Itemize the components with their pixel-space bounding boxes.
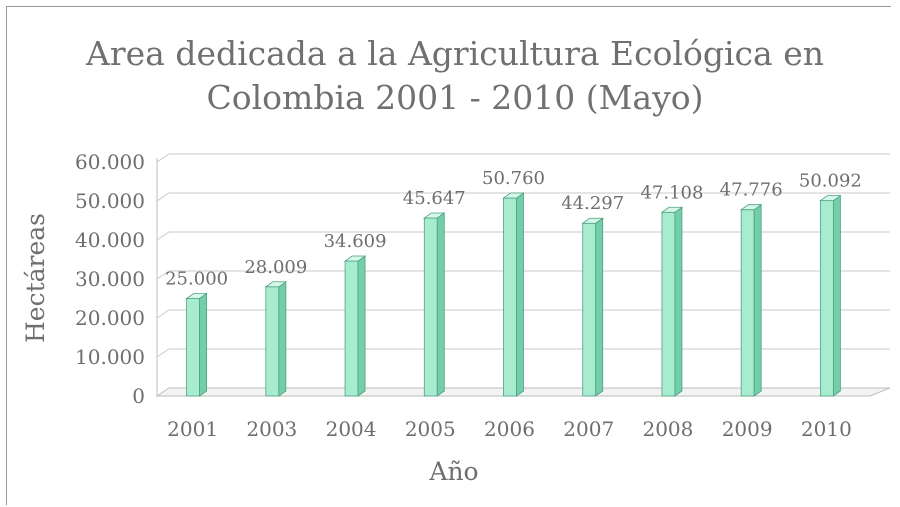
bar-2005	[423, 212, 446, 397]
x-tick-label: 2003	[246, 417, 297, 441]
bar-2007	[581, 217, 604, 397]
x-tick-label: 2009	[722, 417, 773, 441]
bar-2004	[343, 255, 367, 397]
bar-top	[423, 212, 446, 219]
gridline-slant	[156, 270, 170, 280]
x-tick-label: 2007	[563, 417, 614, 441]
x-tick-label: 2010	[801, 417, 852, 441]
bar-side	[595, 217, 604, 397]
bar-top	[660, 206, 684, 213]
bar-side	[674, 206, 683, 397]
bar-2008	[660, 206, 684, 397]
bar-side	[357, 255, 366, 397]
bar-top	[502, 192, 525, 199]
data-label: 47.776	[720, 180, 783, 201]
data-label: 44.297	[561, 193, 624, 214]
bar-front	[423, 217, 438, 397]
x-tick-label: 2008	[642, 417, 693, 441]
bar-top	[739, 204, 763, 211]
x-axis-title: Año	[428, 457, 478, 486]
y-tick-label: 0	[132, 384, 145, 408]
y-tick-label: 10.000	[75, 345, 145, 369]
data-label: 45.647	[403, 188, 466, 209]
bar-front	[344, 260, 359, 397]
x-tick-label: 2004	[326, 417, 377, 441]
chart-title-line-1: Area dedicada a la Agricultura Ecológica…	[86, 34, 824, 73]
bar-front	[661, 211, 676, 397]
x-tick-label: 2001	[167, 417, 218, 441]
bar-front	[503, 197, 517, 397]
bar-front	[819, 200, 834, 397]
gridline-slant	[156, 231, 170, 241]
bar-top	[185, 293, 208, 299]
y-tick-label: 60.000	[75, 150, 145, 174]
bar-side	[516, 192, 524, 397]
y-tick-label: 30.000	[75, 267, 145, 291]
data-label: 50.760	[482, 168, 545, 189]
y-tick-label: 50.000	[75, 189, 145, 213]
bar-front	[582, 222, 597, 397]
gridlines	[156, 153, 890, 358]
data-label: 50.092	[799, 171, 862, 192]
chart-title-line-2: Colombia 2001 - 2010 (Mayo)	[206, 78, 704, 117]
data-label: 28.009	[244, 257, 307, 278]
bar-side	[832, 194, 841, 397]
gridline-slant	[156, 153, 170, 163]
bar-front	[265, 286, 280, 397]
bar-side	[278, 280, 287, 397]
bar-top	[343, 255, 367, 262]
data-labels: 25.000 28.009 34.609 45.647 50.760 44.297 47.1…	[165, 168, 862, 289]
gridline-slant	[156, 348, 170, 358]
gridline-slant	[156, 309, 170, 319]
bars	[185, 192, 842, 397]
bar-2003	[264, 280, 288, 397]
data-label: 34.609	[324, 231, 387, 252]
bar-2009	[739, 203, 763, 397]
bar-top	[264, 281, 288, 288]
y-tick-label: 40.000	[75, 228, 145, 252]
data-label: 25.000	[165, 269, 228, 290]
bar-top	[581, 217, 604, 224]
x-tick-label: 2006	[484, 417, 535, 441]
y-axis-title: Hectáreas	[21, 213, 50, 343]
bar-side	[753, 203, 762, 397]
bar-side	[436, 212, 445, 397]
x-tick-label: 2005	[405, 417, 456, 441]
bar-2001	[185, 292, 208, 397]
gridline-slant	[156, 192, 170, 202]
y-tick-label: 20.000	[75, 306, 145, 330]
bar-front	[740, 209, 755, 397]
bar-2006	[502, 192, 525, 397]
x-axis-ticks: 2001 2003 2004 2005 2006 2007 2008 2009 2010	[167, 417, 852, 441]
data-label: 47.108	[640, 182, 703, 203]
bar-front	[186, 298, 201, 397]
y-axis-ticks: 0 10.000 20.000 30.000 40.000 50.000 60.000	[75, 150, 145, 408]
bar-2010	[819, 194, 842, 397]
bar-top	[819, 195, 842, 202]
chart-title: Area dedicada a la Agricultura Ecológica…	[40, 32, 870, 120]
bar-side	[199, 292, 208, 397]
